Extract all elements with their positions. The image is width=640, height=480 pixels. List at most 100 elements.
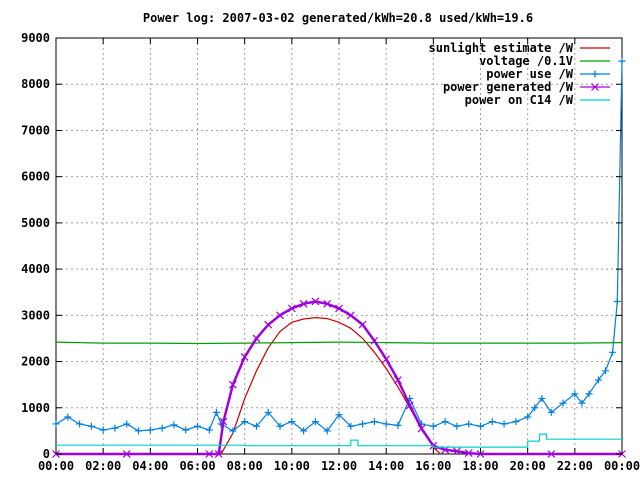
- data-point: [212, 408, 220, 416]
- data-point: [358, 320, 367, 329]
- data-point: [417, 424, 426, 433]
- data-point: [252, 422, 260, 430]
- data-point: [229, 427, 237, 435]
- series-4: [56, 433, 622, 448]
- data-point: [214, 450, 223, 458]
- data-point: [276, 311, 284, 320]
- x-tick-label: 20:00: [510, 459, 546, 473]
- x-tick-label: 22:00: [557, 459, 593, 473]
- chart-title: Power log: 2007-03-02 generated/kWh=20.8…: [143, 11, 533, 25]
- data-point: [347, 422, 355, 430]
- legend-label: power use /W: [486, 67, 573, 81]
- data-point: [194, 422, 201, 430]
- data-point: [76, 420, 84, 428]
- data-point: [524, 413, 532, 421]
- data-point: [182, 426, 190, 434]
- data-point: [477, 422, 484, 430]
- data-point: [441, 418, 449, 426]
- data-point: [488, 418, 496, 426]
- legend-entry: power generated /W: [443, 80, 610, 94]
- data-point: [601, 367, 609, 375]
- series-layer: [52, 57, 626, 458]
- data-point: [111, 424, 119, 432]
- legend-label: power generated /W: [443, 80, 574, 94]
- x-tick-label: 00:00: [38, 459, 74, 473]
- axes: 0 1000 2000 3000 4000 5000 6000 7000 8000 9000 00:…: [21, 31, 640, 473]
- data-point: [99, 426, 107, 434]
- y-tick-label: 9000: [21, 31, 50, 45]
- legend-label: voltage /0.1V: [479, 54, 573, 68]
- series-1: [55, 341, 623, 345]
- data-point: [609, 348, 617, 356]
- data-point: [359, 420, 367, 428]
- data-point: [394, 376, 402, 384]
- data-point: [205, 450, 214, 458]
- data-point: [346, 311, 355, 320]
- data-point: [288, 418, 296, 426]
- data-point: [465, 420, 473, 428]
- series-0: [220, 316, 441, 455]
- data-point: [559, 399, 567, 407]
- data-point: [170, 421, 178, 429]
- data-point: [594, 376, 602, 384]
- x-tick-label: 18:00: [462, 459, 498, 473]
- data-point: [311, 418, 319, 426]
- data-point: [228, 380, 237, 389]
- data-point: [87, 422, 95, 430]
- data-point: [122, 450, 131, 458]
- data-point: [429, 422, 437, 430]
- data-point: [452, 447, 461, 456]
- series-line: [56, 433, 622, 448]
- data-point: [276, 422, 284, 430]
- data-point: [287, 304, 296, 313]
- y-tick-label: 1000: [21, 401, 50, 415]
- legend-entry: power use /W: [486, 67, 610, 81]
- data-point: [241, 418, 249, 426]
- data-point: [613, 297, 621, 305]
- data-point: [370, 336, 379, 345]
- y-tick-label: 3000: [21, 308, 50, 322]
- data-point: [135, 427, 143, 435]
- data-point: [205, 426, 213, 434]
- data-point: [370, 418, 378, 426]
- data-point: [405, 401, 414, 410]
- y-tick-label: 5000: [21, 216, 50, 230]
- data-point: [335, 304, 343, 313]
- x-tick-label: 10:00: [274, 459, 310, 473]
- data-point: [64, 413, 72, 421]
- legend-entry: sunlight estimate /W: [429, 41, 610, 55]
- legend-label: power on C14 /W: [465, 93, 574, 107]
- x-tick-label: 02:00: [85, 459, 121, 473]
- legend-entry: voltage /0.1V: [479, 54, 610, 68]
- y-tick-label: 2000: [21, 355, 50, 369]
- data-point: [578, 399, 586, 407]
- data-point: [264, 320, 273, 329]
- y-tick-label: 4000: [21, 262, 50, 276]
- data-point: [591, 70, 599, 78]
- data-point: [538, 395, 546, 403]
- grid: [56, 38, 622, 454]
- data-point: [618, 57, 626, 65]
- legend-entry: power on C14 /W: [465, 93, 610, 107]
- series-line: [220, 316, 441, 455]
- legend-label: sunlight estimate /W: [429, 41, 574, 55]
- series-line: [55, 341, 623, 345]
- x-tick-label: 08:00: [227, 459, 263, 473]
- data-point: [264, 408, 272, 416]
- data-point: [382, 420, 390, 428]
- data-point: [547, 408, 555, 416]
- data-point: [146, 426, 154, 434]
- y-tick-label: 0: [43, 447, 50, 461]
- y-tick-label: 7000: [21, 123, 50, 137]
- x-tick-label: 14:00: [368, 459, 404, 473]
- data-point: [453, 422, 461, 430]
- data-point: [311, 297, 320, 306]
- data-point: [571, 390, 579, 398]
- data-point: [394, 421, 402, 429]
- y-tick-label: 8000: [21, 77, 50, 91]
- data-point: [123, 420, 131, 428]
- data-point: [512, 418, 520, 426]
- data-point: [323, 299, 332, 308]
